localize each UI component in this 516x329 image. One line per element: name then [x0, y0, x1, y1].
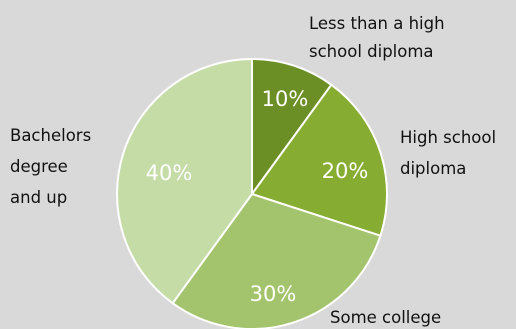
- category-label-4-line-3: and up: [10, 188, 67, 207]
- pie-slice-2: [250, 83, 388, 237]
- category-label-4: Bachelors degree and up: [10, 126, 91, 207]
- slice-value-labels: 10% 20% 30% 40%: [146, 87, 369, 306]
- pie-slice-4: [116, 57, 253, 305]
- category-label-1: Less than a high school diploma: [309, 14, 445, 61]
- category-label-2-line-2: diploma: [400, 159, 466, 178]
- category-label-1-line-2: school diploma: [309, 42, 434, 61]
- slice-value-label-3: 30%: [250, 282, 297, 306]
- pie-slices: [116, 57, 388, 329]
- category-label-4-line-1: Bachelors: [10, 126, 91, 145]
- category-label-1-line-1: Less than a high: [309, 14, 445, 33]
- pie-slice-3: [171, 192, 382, 329]
- slice-value-label-4: 40%: [146, 161, 193, 185]
- category-label-2-line-1: High school: [400, 128, 496, 147]
- category-labels: Less than a high school diploma High schoo…: [10, 14, 496, 327]
- category-label-3-line-1: Some college: [330, 308, 441, 327]
- pie-slice-1: [251, 57, 333, 198]
- slice-value-label-2: 20%: [322, 159, 369, 183]
- category-label-3: Some college: [330, 308, 441, 327]
- category-label-2: High school diploma: [400, 128, 496, 178]
- slice-value-label-1: 10%: [262, 87, 309, 111]
- category-label-4-line-2: degree: [10, 157, 68, 176]
